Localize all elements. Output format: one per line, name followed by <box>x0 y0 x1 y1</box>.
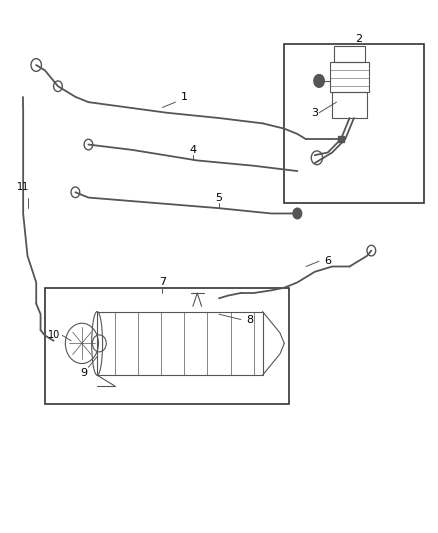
Bar <box>284 44 424 203</box>
Text: 2: 2 <box>355 34 362 44</box>
Bar <box>334 46 365 62</box>
Text: 5: 5 <box>215 192 223 203</box>
Text: 8: 8 <box>246 314 253 325</box>
Bar <box>97 312 262 375</box>
Bar <box>330 62 369 92</box>
Text: 11: 11 <box>17 182 29 192</box>
Bar <box>45 288 289 405</box>
Text: 7: 7 <box>159 277 166 287</box>
Bar <box>332 92 367 118</box>
Circle shape <box>293 208 302 219</box>
Text: 9: 9 <box>81 368 88 377</box>
Text: 10: 10 <box>47 330 60 341</box>
Circle shape <box>314 75 324 87</box>
Text: 4: 4 <box>189 145 197 155</box>
Text: 6: 6 <box>324 256 331 266</box>
Text: 3: 3 <box>311 108 318 118</box>
Text: 1: 1 <box>181 92 187 102</box>
